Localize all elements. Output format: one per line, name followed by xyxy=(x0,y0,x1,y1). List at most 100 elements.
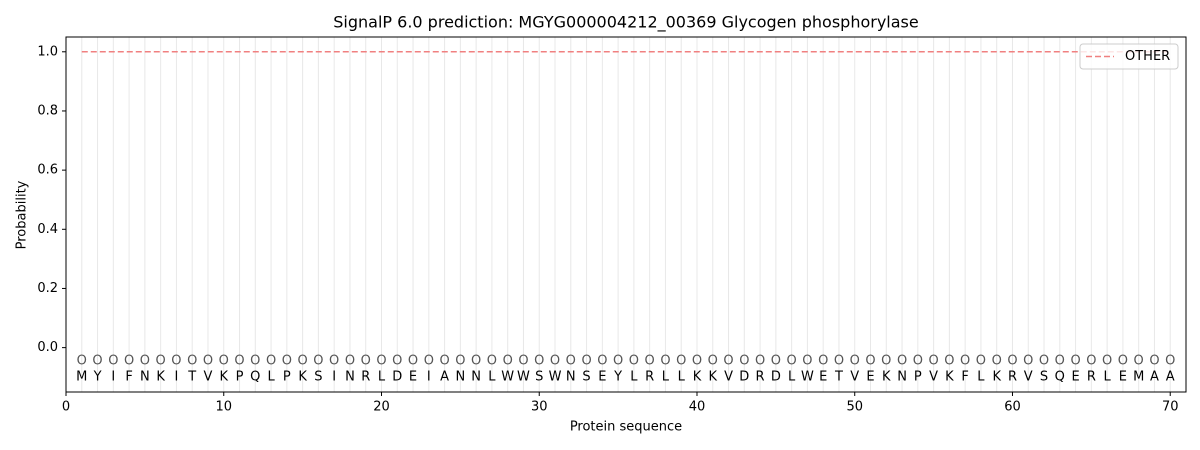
predicted-label: O xyxy=(439,353,449,368)
predicted-label: O xyxy=(566,353,576,368)
residue-label: Y xyxy=(613,370,622,385)
residue-label: T xyxy=(834,370,843,385)
y-tick-label: 1.0 xyxy=(37,44,58,59)
predicted-label: O xyxy=(1165,353,1175,368)
residue-label: P xyxy=(914,370,922,385)
predicted-label: O xyxy=(408,353,418,368)
predicted-label: O xyxy=(771,353,781,368)
residue-label: D xyxy=(771,370,781,385)
predicted-label: O xyxy=(1118,353,1128,368)
predicted-label: O xyxy=(960,353,970,368)
y-tick-label: 0.8 xyxy=(37,103,58,118)
predicted-label: O xyxy=(1039,353,1049,368)
predicted-label: O xyxy=(1149,353,1159,368)
residue-label: I xyxy=(175,370,179,385)
residue-label: P xyxy=(236,370,244,385)
predicted-label: O xyxy=(1023,353,1033,368)
residue-label: E xyxy=(819,370,827,385)
predicted-label: O xyxy=(313,353,323,368)
residue-label: L xyxy=(678,370,686,385)
residue-label: M xyxy=(76,370,87,385)
residue-label: N xyxy=(140,370,150,385)
residue-label: R xyxy=(361,370,370,385)
predicted-label: O xyxy=(802,353,812,368)
residue-label: W xyxy=(801,370,814,385)
plot-frame xyxy=(65,36,1187,393)
predicted-label: O xyxy=(897,353,907,368)
predicted-label: O xyxy=(266,353,276,368)
y-tick-label: 0.4 xyxy=(37,222,58,237)
residue-label: N xyxy=(471,370,481,385)
residue-label: V xyxy=(204,370,213,385)
predicted-label: O xyxy=(329,353,339,368)
residue-label: K xyxy=(992,370,1001,385)
predicted-label: O xyxy=(392,353,402,368)
residue-label: V xyxy=(1024,370,1033,385)
residue-label: E xyxy=(598,370,606,385)
residue-label: N xyxy=(455,370,465,385)
residue-label: K xyxy=(882,370,891,385)
predicted-label: O xyxy=(913,353,923,368)
predicted-label: O xyxy=(171,353,181,368)
predicted-label: O xyxy=(1007,353,1017,368)
residue-label: K xyxy=(945,370,954,385)
predicted-label: O xyxy=(1086,353,1096,368)
residue-label: L xyxy=(788,370,796,385)
y-tick-label: 0.0 xyxy=(37,340,58,355)
residue-label: L xyxy=(630,370,638,385)
residue-label: V xyxy=(724,370,733,385)
x-tick-label: 20 xyxy=(373,400,390,415)
legend-label: OTHER xyxy=(1125,49,1170,64)
predicted-label: O xyxy=(692,353,702,368)
predicted-label: O xyxy=(645,353,655,368)
residue-label: M xyxy=(1133,370,1144,385)
residue-label: Y xyxy=(93,370,102,385)
residue-label: D xyxy=(392,370,402,385)
residue-label: N xyxy=(566,370,576,385)
predicted-label: O xyxy=(723,353,733,368)
predicted-label: O xyxy=(503,353,513,368)
residue-label: E xyxy=(1071,370,1079,385)
residue-label: K xyxy=(693,370,702,385)
predicted-label: O xyxy=(518,353,528,368)
residue-label: N xyxy=(897,370,907,385)
predicted-label: O xyxy=(471,353,481,368)
residue-label: R xyxy=(1008,370,1017,385)
predicted-label: O xyxy=(282,353,292,368)
predicted-label: O xyxy=(834,353,844,368)
predicted-label: O xyxy=(203,353,213,368)
predicted-label: O xyxy=(250,353,260,368)
residue-label: T xyxy=(187,370,196,385)
predicted-label: O xyxy=(1102,353,1112,368)
y-tick-label: 0.2 xyxy=(37,281,58,296)
predicted-label: O xyxy=(992,353,1002,368)
residue-label: I xyxy=(427,370,431,385)
predicted-label: O xyxy=(1055,353,1065,368)
predicted-label: O xyxy=(77,353,87,368)
x-tick-label: 30 xyxy=(531,400,548,415)
predicted-label: O xyxy=(108,353,118,368)
residue-label: D xyxy=(739,370,749,385)
predicted-label: O xyxy=(219,353,229,368)
x-tick-label: 50 xyxy=(846,400,863,415)
predicted-label: O xyxy=(92,353,102,368)
predicted-label: O xyxy=(818,353,828,368)
predicted-label: O xyxy=(376,353,386,368)
predicted-label: O xyxy=(298,353,308,368)
residue-label: A xyxy=(1166,370,1175,385)
residue-label: S xyxy=(535,370,543,385)
residue-label: L xyxy=(1104,370,1112,385)
predicted-label: O xyxy=(708,353,718,368)
y-tick-label: 0.6 xyxy=(37,163,58,178)
residue-label: V xyxy=(929,370,938,385)
x-tick-label: 0 xyxy=(62,400,70,415)
residue-label: S xyxy=(1040,370,1048,385)
residue-label: P xyxy=(283,370,291,385)
predicted-label: O xyxy=(234,353,244,368)
residue-label: L xyxy=(488,370,496,385)
predicted-label: O xyxy=(881,353,891,368)
residue-label: L xyxy=(977,370,985,385)
residue-label: K xyxy=(708,370,717,385)
predicted-label: O xyxy=(739,353,749,368)
